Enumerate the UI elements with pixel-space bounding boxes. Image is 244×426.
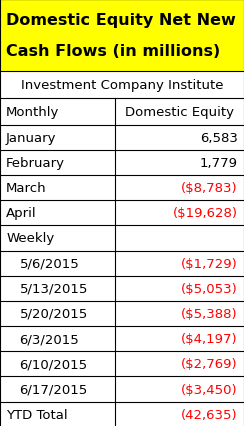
Text: Investment Company Institute: Investment Company Institute — [21, 78, 223, 92]
Text: April: April — [6, 207, 37, 220]
Text: 1,779: 1,779 — [200, 156, 238, 170]
Bar — [0, 402, 244, 426]
Bar — [0, 276, 244, 301]
Bar — [0, 98, 244, 125]
Text: 6/3/2015: 6/3/2015 — [20, 332, 79, 345]
Text: 6/10/2015: 6/10/2015 — [20, 357, 88, 371]
Text: Weekly: Weekly — [6, 232, 54, 245]
Text: Domestic Equity: Domestic Equity — [125, 105, 234, 118]
Bar — [0, 176, 244, 201]
Bar — [0, 326, 244, 351]
Bar — [0, 125, 244, 150]
Text: 5/20/2015: 5/20/2015 — [20, 307, 88, 320]
Bar — [0, 351, 244, 377]
Text: 6/17/2015: 6/17/2015 — [20, 383, 88, 396]
Text: YTD Total: YTD Total — [6, 408, 68, 421]
Text: 6,583: 6,583 — [200, 131, 238, 144]
Bar — [0, 251, 244, 276]
Bar — [0, 226, 244, 251]
Text: Monthly: Monthly — [6, 105, 60, 118]
Bar — [0, 377, 244, 402]
Bar — [0, 301, 244, 326]
Text: Domestic Equity Net New: Domestic Equity Net New — [6, 12, 236, 28]
Text: ($5,053): ($5,053) — [181, 282, 238, 295]
Text: (42,635): (42,635) — [181, 408, 238, 421]
Text: ($1,729): ($1,729) — [181, 257, 238, 270]
Text: 5/13/2015: 5/13/2015 — [20, 282, 88, 295]
Text: ($2,769): ($2,769) — [181, 357, 238, 371]
Bar — [0, 201, 244, 226]
Text: ($4,197): ($4,197) — [181, 332, 238, 345]
Text: February: February — [6, 156, 65, 170]
Text: Cash Flows (in millions): Cash Flows (in millions) — [6, 44, 220, 59]
Bar — [0, 0, 244, 72]
Text: ($3,450): ($3,450) — [181, 383, 238, 396]
Text: 5/6/2015: 5/6/2015 — [20, 257, 79, 270]
Bar — [0, 72, 244, 98]
Text: January: January — [6, 131, 57, 144]
Bar — [0, 150, 244, 176]
Text: ($19,628): ($19,628) — [173, 207, 238, 220]
Text: ($8,783): ($8,783) — [181, 181, 238, 195]
Text: March: March — [6, 181, 47, 195]
Text: ($5,388): ($5,388) — [181, 307, 238, 320]
